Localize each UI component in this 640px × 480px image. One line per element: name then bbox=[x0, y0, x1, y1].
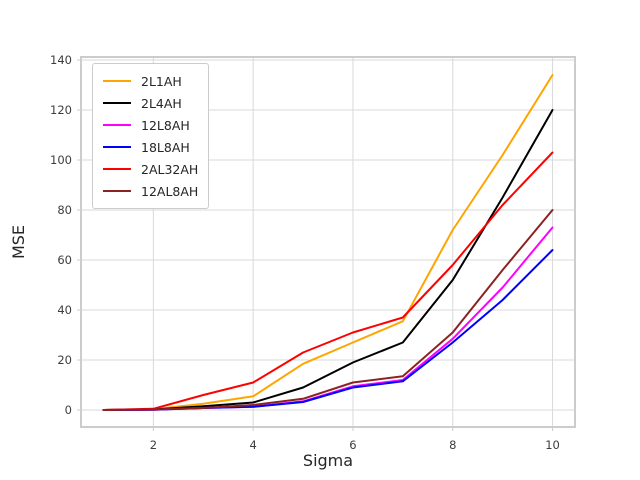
legend-item-2l4ah: 2L4AH bbox=[101, 92, 198, 114]
series-line-12l8ah bbox=[102, 226, 554, 411]
x-axis-label: Sigma bbox=[303, 451, 353, 470]
series-line-12al8ah bbox=[102, 209, 554, 411]
legend-line-swatch bbox=[103, 80, 131, 82]
legend-item-18l8ah: 18L8AH bbox=[101, 136, 198, 158]
legend-label: 2L1AH bbox=[141, 73, 182, 89]
legend-label: 18L8AH bbox=[141, 139, 190, 155]
x-tick-label: 4 bbox=[249, 438, 256, 452]
legend-item-2l1ah: 2L1AH bbox=[101, 70, 198, 92]
legend-item-12al8ah: 12AL8AH bbox=[101, 180, 198, 202]
plot-border bbox=[80, 56, 576, 428]
legend-label: 2AL32AH bbox=[141, 161, 199, 177]
legend-label: 12L8AH bbox=[141, 117, 190, 133]
legend-line-swatch bbox=[103, 102, 131, 104]
legend-line-swatch bbox=[103, 168, 131, 170]
y-tick-label: 80 bbox=[57, 203, 72, 217]
y-tick-label: 20 bbox=[57, 353, 72, 367]
x-tick-label: 2 bbox=[150, 438, 157, 452]
series-line-2l1ah bbox=[102, 74, 554, 411]
legend-line-swatch bbox=[103, 124, 131, 126]
legend-line-swatch bbox=[103, 190, 131, 192]
y-tick-label: 40 bbox=[57, 303, 72, 317]
legend-label: 12AL8AH bbox=[141, 183, 199, 199]
legend-label: 2L4AH bbox=[141, 95, 182, 111]
series-line-2al32ah bbox=[102, 151, 554, 411]
x-tick-label: 10 bbox=[545, 438, 560, 452]
y-axis-label: MSE bbox=[9, 225, 28, 259]
legend-item-2al32ah: 2AL32AH bbox=[101, 158, 198, 180]
y-tick-label: 0 bbox=[65, 403, 72, 417]
legend-line-swatch bbox=[103, 146, 131, 148]
y-axis-tick-labels: 0 20 40 60 80 100 120 140 bbox=[50, 53, 72, 417]
x-axis-tick-labels: 2 4 6 8 10 bbox=[150, 438, 560, 452]
series-line-18l8ah bbox=[102, 249, 554, 411]
y-tick-label: 140 bbox=[50, 53, 72, 67]
legend-item-12l8ah: 12L8AH bbox=[101, 114, 198, 136]
y-tick-label: 60 bbox=[57, 253, 72, 267]
legend: 2L1AH 2L4AH 12L8AH 18L8AH 2AL32AH 12AL8AH bbox=[92, 63, 210, 209]
y-tick-label: 120 bbox=[50, 103, 72, 117]
x-tick-label: 6 bbox=[349, 438, 356, 452]
x-tick-label: 8 bbox=[449, 438, 456, 452]
y-tick-label: 100 bbox=[50, 153, 72, 167]
data-series-lines bbox=[102, 74, 554, 411]
